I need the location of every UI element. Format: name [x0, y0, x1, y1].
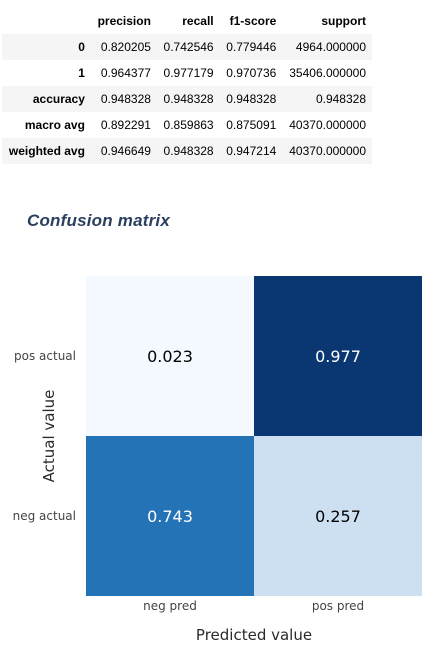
report-row: 0 0.820205 0.742546 0.779446 4964.000000 [2, 34, 372, 60]
report-row: macro avg 0.892291 0.859863 0.875091 403… [2, 112, 372, 138]
report-cell: 4964.000000 [295, 40, 366, 54]
report-cell: 0.820205 [100, 40, 151, 54]
report-cell: 0.964377 [100, 66, 151, 80]
report-cell: 0.875091 [226, 118, 277, 132]
report-cell: 0.948328 [315, 92, 366, 106]
report-cell: 0.947214 [226, 144, 277, 158]
cell-value-label: 0.023 [147, 347, 193, 366]
report-cell: 35406.000000 [289, 66, 366, 80]
report-row: weighted avg 0.946649 0.948328 0.947214 … [2, 138, 372, 164]
heatmap-cell [254, 436, 422, 596]
y-axis-label: Actual value [40, 390, 58, 483]
report-row: accuracy 0.948328 0.948328 0.948328 0.94… [2, 86, 372, 112]
report-cell: 40370.000000 [289, 118, 366, 132]
report-header-cell: precision [97, 14, 151, 28]
cell-value-label: 0.257 [315, 507, 361, 526]
report-row: 1 0.964377 0.977179 0.970736 35406.00000… [2, 60, 372, 86]
report-cell: 0.948328 [226, 92, 277, 106]
report-header-row: precision recall f1-score support [2, 8, 372, 34]
report-cell: 0.859863 [163, 118, 214, 132]
report-cell: 0.742546 [163, 40, 214, 54]
report-cell: 0.970736 [226, 66, 277, 80]
classification-report-table: precision recall f1-score support 0 0.82… [2, 8, 372, 164]
report-header-cell: support [321, 14, 366, 28]
section-title: Confusion matrix [27, 211, 170, 230]
y-tick-label: pos actual [14, 349, 76, 363]
report-row-label: weighted avg [8, 144, 85, 158]
report-cell: 0.948328 [163, 92, 214, 106]
x-axis-label: Predicted value [196, 626, 312, 644]
report-row-label: accuracy [32, 92, 85, 106]
x-tick-label: pos pred [312, 599, 364, 613]
report-cell: 0.946649 [100, 144, 151, 158]
report-row-label: macro avg [24, 118, 85, 132]
report-cell: 0.892291 [100, 118, 151, 132]
heatmap-cell [254, 276, 422, 436]
report-row-label: 1 [78, 66, 85, 80]
heatmap-cell [86, 276, 254, 436]
report-header-cell: f1-score [229, 14, 277, 28]
y-tick-label: neg actual [13, 509, 76, 523]
heatmap-cell [86, 436, 254, 596]
x-tick-label: neg pred [143, 599, 197, 613]
report-cell: 0.948328 [163, 144, 214, 158]
report-cell: 0.977179 [163, 66, 214, 80]
report-row-label: 0 [78, 40, 85, 54]
cell-value-label: 0.977 [315, 347, 361, 366]
report-cell: 40370.000000 [289, 144, 366, 158]
report-cell: 0.948328 [100, 92, 151, 106]
report-cell: 0.779446 [226, 40, 277, 54]
cell-value-label: 0.743 [147, 507, 193, 526]
report-header-cell: recall [182, 14, 214, 28]
